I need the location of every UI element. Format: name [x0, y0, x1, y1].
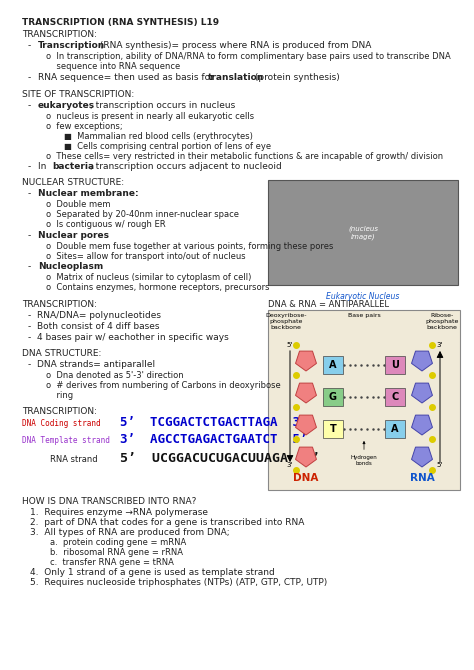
- Text: U: U: [391, 360, 399, 370]
- Text: ring: ring: [46, 391, 73, 400]
- Polygon shape: [411, 383, 432, 403]
- Text: DNA: DNA: [293, 473, 319, 483]
- Polygon shape: [295, 351, 317, 371]
- FancyBboxPatch shape: [323, 356, 343, 374]
- Text: RNA strand: RNA strand: [50, 455, 98, 464]
- FancyBboxPatch shape: [268, 180, 458, 285]
- Text: b.  ribosomal RNA gene = rRNA: b. ribosomal RNA gene = rRNA: [50, 548, 183, 557]
- Text: TRANSCRIPTION:: TRANSCRIPTION:: [22, 30, 97, 39]
- Text: DNA Coding strand: DNA Coding strand: [22, 419, 100, 428]
- Polygon shape: [295, 383, 317, 403]
- Text: o  Separated by 20-40nm inner-nuclear space: o Separated by 20-40nm inner-nuclear spa…: [46, 210, 239, 219]
- Text: DNA STRUCTURE:: DNA STRUCTURE:: [22, 349, 101, 358]
- Text: 3': 3': [287, 462, 293, 468]
- Text: RNA: RNA: [410, 473, 434, 483]
- Text: ■  Mammalian red blood cells (erythrocytes): ■ Mammalian red blood cells (erythrocyte…: [64, 132, 253, 141]
- FancyBboxPatch shape: [323, 420, 343, 438]
- FancyBboxPatch shape: [385, 420, 405, 438]
- Text: 4.  Only 1 strand of a gene is used as template strand: 4. Only 1 strand of a gene is used as te…: [30, 568, 275, 577]
- Text: -  4 bases pair w/ eachother in specific ways: - 4 bases pair w/ eachother in specific …: [28, 333, 229, 342]
- Text: 3’  AGCCTGAGACTGAATCT  5’: 3’ AGCCTGAGACTGAATCT 5’: [120, 433, 308, 446]
- FancyBboxPatch shape: [385, 388, 405, 406]
- Text: -: -: [28, 41, 31, 50]
- Text: G: G: [329, 392, 337, 402]
- Text: -: -: [28, 101, 31, 110]
- Text: , transcription occurs in nucleus: , transcription occurs in nucleus: [90, 101, 235, 110]
- Text: -  DNA strands= antiparallel: - DNA strands= antiparallel: [28, 360, 155, 369]
- Text: 3': 3': [437, 342, 443, 348]
- Text: Nuclear pores: Nuclear pores: [38, 231, 109, 240]
- Text: 1.  Requires enzyme →RNA polymerase: 1. Requires enzyme →RNA polymerase: [30, 508, 208, 517]
- Text: eukaryotes: eukaryotes: [38, 101, 95, 110]
- Text: o  Is contiguous w/ rough ER: o Is contiguous w/ rough ER: [46, 220, 165, 229]
- Text: (protein synthesis): (protein synthesis): [252, 73, 340, 82]
- FancyBboxPatch shape: [323, 388, 343, 406]
- Text: -  Both consist of 4 diff bases: - Both consist of 4 diff bases: [28, 322, 159, 331]
- Text: NUCLEAR STRUCTURE:: NUCLEAR STRUCTURE:: [22, 178, 124, 187]
- Text: o  # derives from numbering of Carbons in deoxyribose: o # derives from numbering of Carbons in…: [46, 381, 281, 390]
- Text: C: C: [392, 392, 399, 402]
- Text: 5.  Requires nucleoside triphosphates (NTPs) (ATP, GTP, CTP, UTP): 5. Requires nucleoside triphosphates (NT…: [30, 578, 327, 587]
- Text: TRANSCRIPTION:: TRANSCRIPTION:: [22, 300, 97, 309]
- Text: o  few exceptions;: o few exceptions;: [46, 122, 123, 131]
- Text: o  Double mem fuse together at various points, forming these pores: o Double mem fuse together at various po…: [46, 242, 333, 251]
- Text: o  nucleus is present in nearly all eukaryotic cells: o nucleus is present in nearly all eukar…: [46, 112, 254, 121]
- Text: c.  transfer RNA gene = tRNA: c. transfer RNA gene = tRNA: [50, 558, 174, 567]
- Text: sequence into RNA sequence: sequence into RNA sequence: [46, 62, 180, 71]
- Text: TRANSCRIPTION (RNA SYNTHESIS) L19: TRANSCRIPTION (RNA SYNTHESIS) L19: [22, 18, 219, 27]
- Text: Eukaryotic Nucleus: Eukaryotic Nucleus: [326, 292, 400, 301]
- Text: 5': 5': [287, 342, 293, 348]
- Text: 5’  TCGGACTCTGACTTAGA  3’: 5’ TCGGACTCTGACTTAGA 3’: [120, 416, 308, 429]
- Text: o  Dna denoted as 5'-3' direction: o Dna denoted as 5'-3' direction: [46, 371, 183, 380]
- Text: o  Matrix of nucleus (similar to cytoplasm of cell): o Matrix of nucleus (similar to cytoplas…: [46, 273, 251, 282]
- Text: -: -: [28, 262, 31, 271]
- Text: , transcription occurs adjacent to nucleoid: , transcription occurs adjacent to nucle…: [90, 162, 282, 171]
- Text: Nuclear membrane:: Nuclear membrane:: [38, 189, 138, 198]
- Text: 5’  UCGGACUCUGACUUAGA  3’: 5’ UCGGACUCUGACUUAGA 3’: [120, 452, 320, 465]
- Text: A: A: [391, 424, 399, 434]
- Polygon shape: [411, 447, 432, 467]
- Text: Hydrogen
bonds: Hydrogen bonds: [351, 442, 377, 466]
- Text: 2.  part of DNA that codes for a gene is transcribed into RNA: 2. part of DNA that codes for a gene is …: [30, 518, 304, 527]
- Polygon shape: [411, 351, 432, 371]
- Text: -: -: [28, 162, 31, 171]
- Text: 5': 5': [437, 462, 443, 468]
- Polygon shape: [411, 415, 432, 435]
- Text: A: A: [329, 360, 337, 370]
- Text: DNA & RNA = ANTIPARALLEL: DNA & RNA = ANTIPARALLEL: [268, 300, 389, 309]
- Text: a.  protein coding gene = mRNA: a. protein coding gene = mRNA: [50, 538, 186, 547]
- Text: In: In: [38, 162, 49, 171]
- Text: HOW IS DNA TRANSCRIBED INTO RNA?: HOW IS DNA TRANSCRIBED INTO RNA?: [22, 497, 196, 506]
- FancyBboxPatch shape: [268, 310, 460, 490]
- Text: -: -: [28, 73, 31, 82]
- Text: (RNA synthesis)= process where RNA is produced from DNA: (RNA synthesis)= process where RNA is pr…: [97, 41, 371, 50]
- Text: Nucleoplasm: Nucleoplasm: [38, 262, 103, 271]
- Text: TRANSCRIPTION:: TRANSCRIPTION:: [22, 407, 97, 416]
- Text: o  Sites= allow for transport into/out of nucleus: o Sites= allow for transport into/out of…: [46, 252, 246, 261]
- Text: 3.  All types of RNA are produced from DNA;: 3. All types of RNA are produced from DN…: [30, 528, 229, 537]
- Text: translation: translation: [208, 73, 264, 82]
- Text: SITE OF TRANSCRIPTION:: SITE OF TRANSCRIPTION:: [22, 90, 134, 99]
- Text: (nucleus
image): (nucleus image): [348, 226, 378, 239]
- FancyBboxPatch shape: [385, 356, 405, 374]
- Text: o  These cells= very restricted in their metabolic functions & are incapable of : o These cells= very restricted in their …: [46, 152, 443, 161]
- Polygon shape: [295, 415, 317, 435]
- Text: Transcription: Transcription: [38, 41, 105, 50]
- Text: ■  Cells comprising central portion of lens of eye: ■ Cells comprising central portion of le…: [64, 142, 271, 151]
- Text: -: -: [28, 231, 31, 240]
- Text: RNA sequence= then used as basis for: RNA sequence= then used as basis for: [38, 73, 217, 82]
- Text: o  Contains enzymes, hormone receptors, precursors: o Contains enzymes, hormone receptors, p…: [46, 283, 270, 292]
- Text: Deoxyribose-
phosphate
backbone: Deoxyribose- phosphate backbone: [265, 313, 307, 330]
- Text: o  Double mem: o Double mem: [46, 200, 110, 209]
- Text: Base pairs: Base pairs: [347, 313, 380, 318]
- Text: Ribose-
phosphate
backbone: Ribose- phosphate backbone: [425, 313, 459, 330]
- Text: DNA Template strand: DNA Template strand: [22, 436, 110, 445]
- Text: -  RNA/DNA= polynucleotides: - RNA/DNA= polynucleotides: [28, 311, 161, 320]
- Text: -: -: [28, 189, 31, 198]
- Text: o  In transcription, ability of DNA/RNA to form complimentary base pairs used to: o In transcription, ability of DNA/RNA t…: [46, 52, 451, 61]
- Polygon shape: [295, 447, 317, 467]
- Text: bacteria: bacteria: [52, 162, 94, 171]
- Text: T: T: [329, 424, 337, 434]
